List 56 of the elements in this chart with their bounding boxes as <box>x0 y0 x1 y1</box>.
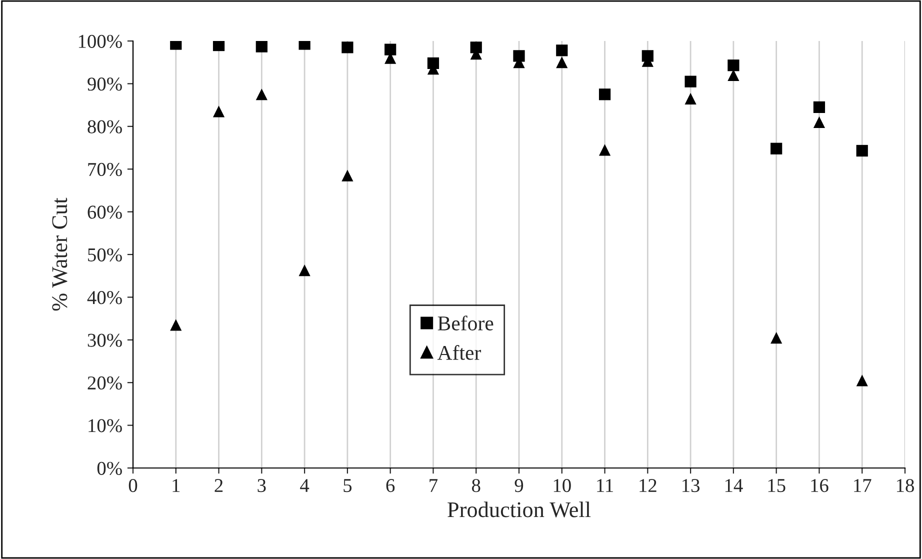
y-tick-label: 0% <box>97 462 122 475</box>
y-tick-label: 50% <box>88 248 122 262</box>
point <box>813 101 826 113</box>
x-tick-label: 9 <box>514 479 524 492</box>
x-tick-label: 2 <box>214 479 223 492</box>
point <box>856 374 868 386</box>
point <box>342 42 354 54</box>
x-tick-label: 13 <box>682 479 700 492</box>
legend-label: Before <box>438 316 494 330</box>
point <box>770 142 782 154</box>
point <box>728 60 740 72</box>
y-tick-label: 100% <box>78 34 122 48</box>
x-tick-label: 10 <box>554 478 571 492</box>
point <box>298 264 310 276</box>
point <box>212 106 225 118</box>
point <box>684 76 696 88</box>
x-tick-label: 15 <box>768 479 786 492</box>
point <box>684 92 696 104</box>
x-tick-label: 14 <box>725 479 743 492</box>
point <box>856 144 868 157</box>
x-axis-title: Production Well <box>448 502 591 518</box>
x-tick-label: 0 <box>128 478 138 492</box>
point <box>770 332 782 344</box>
point <box>384 44 396 56</box>
x-tick-label: 17 <box>854 479 872 492</box>
point <box>813 116 826 128</box>
point <box>598 88 611 100</box>
x-tick-label: 16 <box>811 479 828 492</box>
x-tick-label: 1 <box>172 479 180 492</box>
x-tick-label: 18 <box>896 478 914 492</box>
x-tick-label: 7 <box>430 479 438 492</box>
x-tick-label: 3 <box>258 479 266 492</box>
point <box>170 319 182 331</box>
point <box>256 88 268 100</box>
y-tick-label: 80% <box>88 120 122 134</box>
y-tick-label: 90% <box>88 78 122 91</box>
point <box>342 170 354 182</box>
x-tick-label: 5 <box>344 479 352 492</box>
point <box>212 41 225 52</box>
point <box>556 56 568 68</box>
x-tick-label: 12 <box>640 479 656 492</box>
y-tick-label: 10% <box>88 419 122 432</box>
x-tick-label: 8 <box>472 478 480 492</box>
x-tick-label: 4 <box>300 479 310 492</box>
y-tick-label: 70% <box>88 162 122 176</box>
legend-label: After <box>437 345 482 360</box>
y-tick-label: 20% <box>88 376 122 390</box>
y-tick-label: 30% <box>88 334 122 347</box>
y-tick-label: 40% <box>87 291 122 304</box>
y-tick-label: 60% <box>88 206 122 219</box>
x-tick-label: 6 <box>386 479 395 492</box>
point <box>556 44 568 56</box>
point <box>598 144 611 156</box>
x-tick-label: 11 <box>597 479 613 492</box>
point <box>256 41 268 52</box>
y-axis-title: % Water Cut <box>52 198 68 311</box>
